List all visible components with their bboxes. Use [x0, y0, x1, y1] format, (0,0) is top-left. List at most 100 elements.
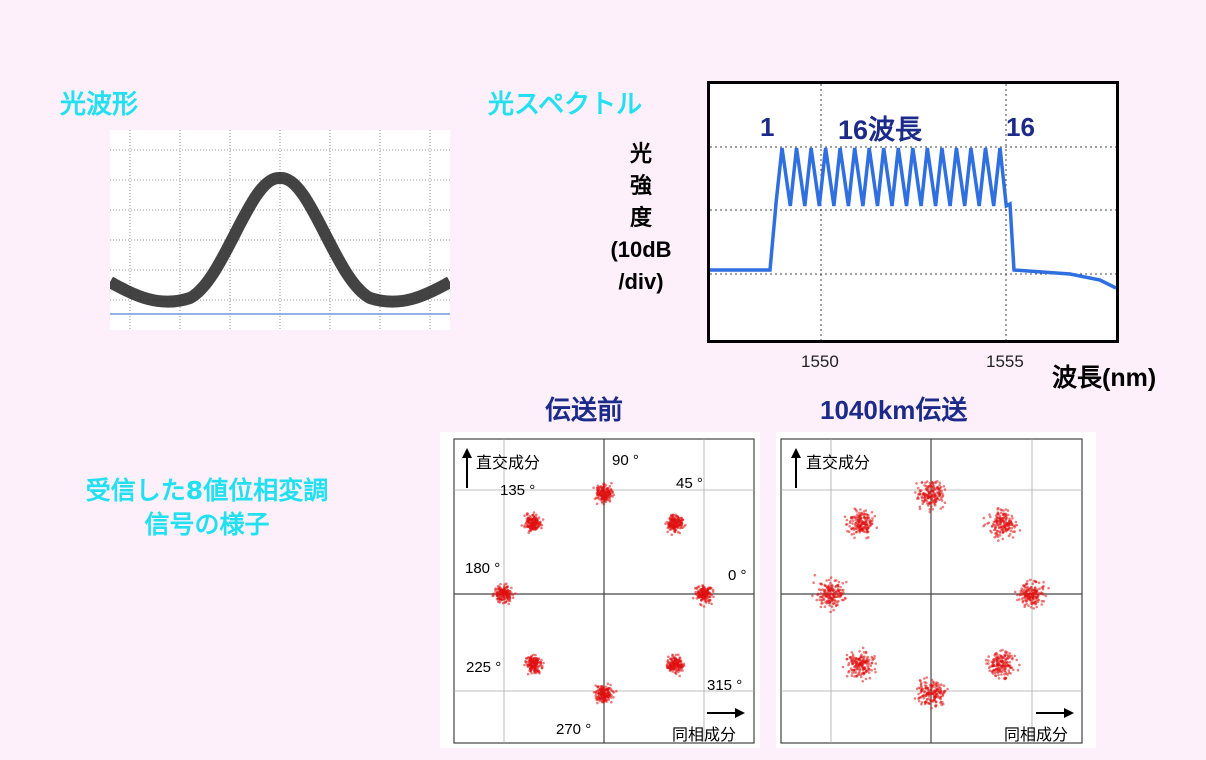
symbol-point [870, 522, 874, 525]
symbol-point [855, 527, 858, 530]
symbol-point [540, 658, 543, 662]
symbol-point [861, 680, 864, 683]
spectrum-ylabel: 光 強 度 (10dB /div) [596, 138, 686, 298]
symbol-point [930, 480, 934, 484]
symbol-point [865, 530, 868, 534]
symbol-point [918, 505, 922, 509]
symbol-point [837, 580, 841, 584]
symbol-point [1001, 648, 1004, 652]
symbol-point [851, 653, 855, 656]
symbol-point [1015, 593, 1019, 597]
symbol-point [942, 684, 946, 687]
symbol-point [1012, 668, 1015, 672]
symbol-point [524, 660, 528, 664]
symbol-point [928, 698, 932, 701]
symbol-point [523, 514, 526, 517]
symbol-point [943, 488, 947, 491]
symbol-point [936, 492, 940, 495]
symbol-point [1033, 586, 1037, 589]
symbol-point [1016, 668, 1020, 672]
symbol-point [997, 663, 1000, 666]
symbol-point [845, 580, 848, 584]
symbol-point [530, 661, 533, 664]
spectrum-xlabel: 波長(nm) [1052, 364, 1157, 392]
symbol-point [1013, 654, 1017, 658]
symbol-point [923, 499, 927, 502]
symbol-point [853, 516, 856, 520]
symbol-point [859, 662, 863, 666]
spectrum-xtick: 1550 [801, 352, 839, 371]
symbol-point [859, 518, 863, 522]
spectrum-label-first: 1 [760, 112, 775, 142]
symbol-point [941, 494, 945, 497]
symbol-point [847, 669, 851, 673]
symbol-point [520, 524, 523, 527]
symbol-point [1038, 587, 1041, 590]
symbol-point [845, 518, 849, 522]
symbol-point [996, 529, 999, 533]
symbol-point [917, 686, 920, 690]
symbol-point [710, 602, 713, 606]
symbol-point [848, 521, 852, 524]
symbol-point [813, 573, 817, 577]
symbol-point [1003, 526, 1006, 530]
symbol-point [825, 586, 829, 589]
symbol-point [925, 480, 929, 483]
symbol-point [837, 599, 840, 603]
symbol-point [1040, 591, 1043, 594]
spectrum-trace [710, 147, 1117, 290]
symbol-point [991, 524, 994, 528]
symbol-point [997, 523, 1000, 526]
symbol-point [825, 579, 828, 582]
symbol-point [868, 520, 871, 524]
xaxis-arrowhead-icon [735, 708, 745, 718]
symbol-point [845, 657, 849, 661]
symbol-point [931, 508, 935, 511]
symbol-point [919, 683, 923, 686]
symbol-point [694, 590, 697, 594]
symbol-point [597, 692, 600, 695]
symbol-point [936, 681, 939, 685]
symbol-point [918, 679, 922, 682]
symbol-point [853, 536, 856, 540]
symbol-point [836, 589, 839, 592]
symbol-point [863, 661, 866, 665]
symbol-point [940, 497, 943, 500]
symbol-point [1008, 660, 1012, 664]
symbol-point [816, 593, 819, 597]
symbol-point [1002, 524, 1006, 527]
symbol-point [934, 500, 937, 504]
symbol-point [941, 505, 945, 509]
before-panel: 直交成分 同相成分 90 ° 45 ° 135 ° 180 ° 0 ° 225 … [440, 432, 760, 748]
symbol-point [526, 672, 530, 676]
symbol-point [525, 657, 528, 660]
symbol-point [1016, 598, 1019, 602]
before-symbols [491, 481, 715, 705]
symbol-point [824, 589, 827, 593]
symbol-point [829, 610, 832, 614]
symbol-point [1018, 663, 1021, 667]
symbol-point [671, 527, 674, 531]
symbol-point [1015, 523, 1019, 527]
symbol-point [525, 512, 529, 515]
symbol-point [673, 530, 676, 533]
symbol-point [508, 599, 512, 603]
symbol-point [931, 498, 934, 502]
symbol-point [847, 662, 851, 665]
symbol-point [599, 492, 602, 495]
symbol-point [697, 592, 701, 596]
symbol-point [831, 593, 835, 596]
symbol-point [1026, 579, 1029, 583]
symbol-point [1002, 656, 1006, 660]
symbol-point [839, 585, 842, 589]
constellation-after: 直交成分 同相成分 [780, 438, 1083, 744]
ylabel-line: 光 [629, 141, 652, 166]
symbol-point [510, 586, 513, 590]
symbol-point [533, 526, 536, 530]
symbol-point [925, 698, 929, 701]
symbol-point [855, 510, 858, 513]
angle-label-135: 135 ° [500, 482, 535, 499]
symbol-point [1002, 519, 1005, 523]
symbol-point [828, 601, 831, 605]
symbol-point [594, 694, 597, 697]
